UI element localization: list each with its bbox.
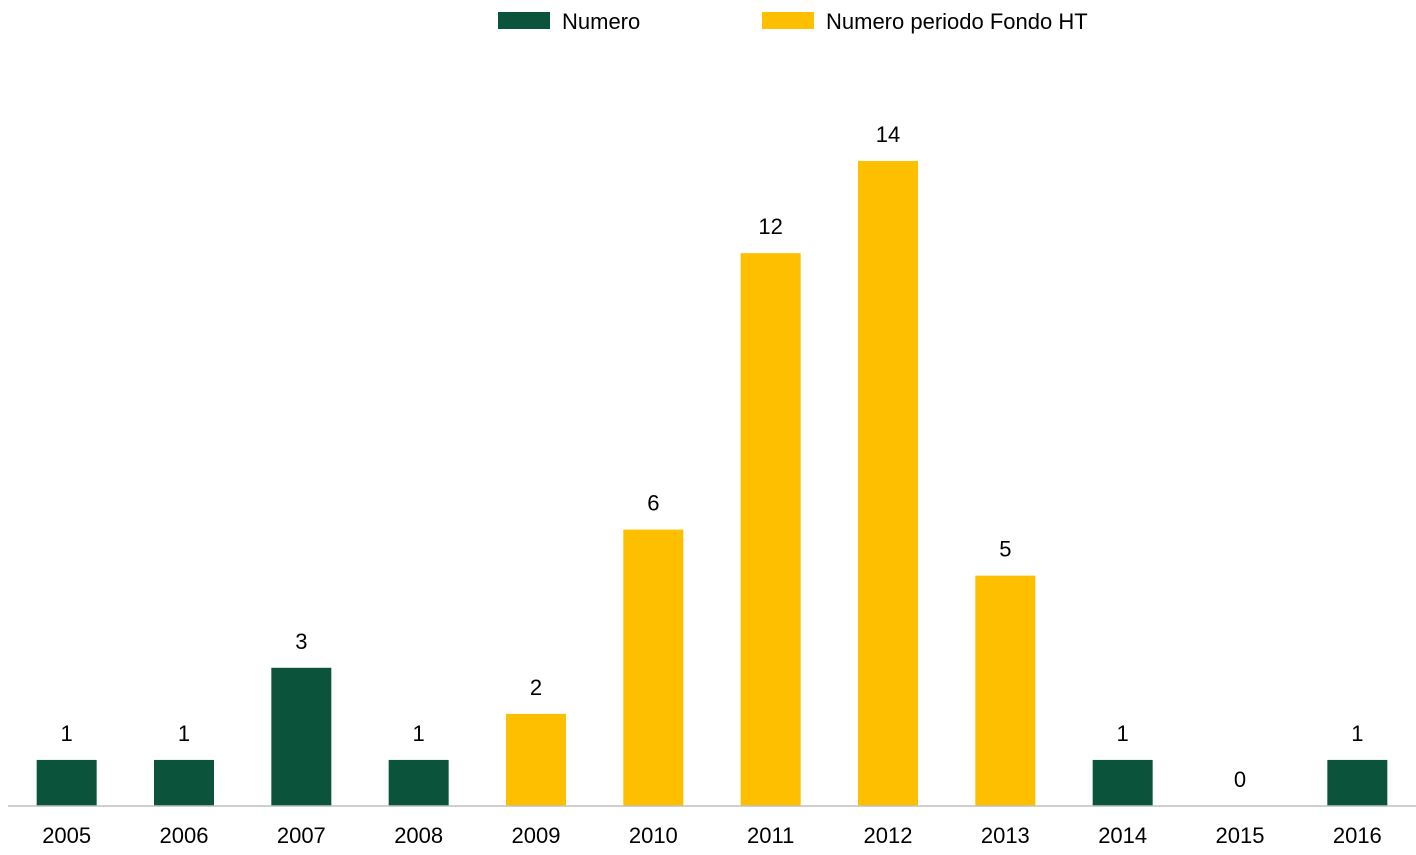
x-tick-label-2016: 2016 bbox=[1333, 823, 1382, 848]
bar-2012 bbox=[858, 161, 918, 806]
bar-2006 bbox=[154, 759, 214, 806]
x-tick-label-2013: 2013 bbox=[981, 823, 1030, 848]
bar-2007 bbox=[271, 667, 332, 806]
legend-swatch-numero bbox=[498, 12, 550, 29]
x-tick-label-2015: 2015 bbox=[1216, 823, 1265, 848]
x-tick-label-2014: 2014 bbox=[1098, 823, 1147, 848]
bar-2013 bbox=[975, 575, 1036, 806]
legend-swatch-numero-periodo-fondo-ht bbox=[762, 12, 814, 29]
data-label-2010: 6 bbox=[647, 491, 659, 516]
bar-2005 bbox=[36, 759, 97, 806]
x-tick-label-2005: 2005 bbox=[42, 823, 91, 848]
data-label-2009: 2 bbox=[530, 675, 542, 700]
x-tick-label-2010: 2010 bbox=[629, 823, 678, 848]
bar-2009 bbox=[506, 713, 566, 806]
data-label-2007: 3 bbox=[295, 629, 307, 654]
bar-2011 bbox=[740, 253, 801, 806]
legend-label-numero-periodo-fondo-ht: Numero periodo Fondo HT bbox=[826, 9, 1088, 34]
legend-label-numero: Numero bbox=[562, 9, 640, 34]
x-tick-label-2006: 2006 bbox=[160, 823, 209, 848]
x-tick-label-2011: 2011 bbox=[747, 823, 794, 848]
bar-2014 bbox=[1092, 759, 1153, 806]
bars-group bbox=[36, 161, 1388, 806]
data-label-2016: 1 bbox=[1351, 721, 1363, 746]
data-label-2006: 1 bbox=[178, 721, 190, 746]
data-label-2012: 14 bbox=[876, 122, 900, 147]
x-tick-label-2008: 2008 bbox=[394, 823, 443, 848]
data-label-2014: 1 bbox=[1117, 721, 1129, 746]
x-tick-label-2007: 2007 bbox=[277, 823, 326, 848]
data-label-2015: 0 bbox=[1234, 767, 1246, 792]
bar-2016 bbox=[1327, 759, 1388, 806]
x-tick-label-2009: 2009 bbox=[512, 823, 561, 848]
data-label-2005: 1 bbox=[61, 721, 73, 746]
data-label-2011: 12 bbox=[758, 214, 782, 239]
chart-legend: Numero Numero periodo Fondo HT bbox=[498, 9, 1088, 34]
bar-2010 bbox=[623, 529, 684, 806]
data-label-2013: 5 bbox=[999, 537, 1011, 562]
x-tick-label-2012: 2012 bbox=[864, 823, 913, 848]
data-label-2008: 1 bbox=[413, 721, 425, 746]
bar-2008 bbox=[388, 759, 449, 806]
x-tick-labels-group: 2005 2006 2007 2008 2009 2010 2011 2012 2013 2014… bbox=[42, 823, 1382, 848]
